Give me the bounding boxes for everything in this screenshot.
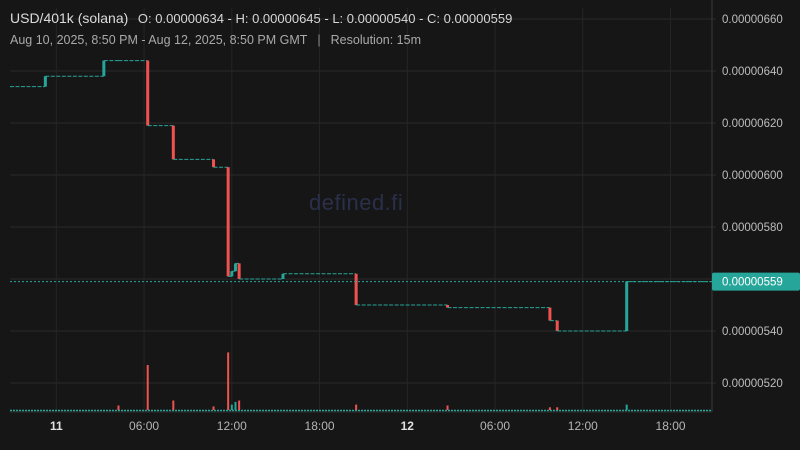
volume-bar — [625, 404, 628, 410]
up-candle — [281, 273, 285, 279]
chart-legend: USD/401k (solana) O: 0.00000634 - H: 0.0… — [10, 10, 512, 26]
y-tick-label: 0.00000640 — [722, 66, 783, 78]
volume-bar — [172, 400, 175, 410]
last-price-label: 0.00000559 — [722, 277, 783, 289]
ohlc-readout: O: 0.00000634 - H: 0.00000645 - L: 0.000… — [137, 11, 513, 26]
down-candle — [237, 263, 241, 279]
down-candle — [226, 167, 230, 277]
y-tick-label: 0.00000580 — [722, 222, 783, 234]
up-candle — [233, 263, 237, 272]
x-tick-label: 06:00 — [480, 419, 510, 433]
y-tick-label: 0.00000660 — [722, 14, 783, 26]
date-range: Aug 10, 2025, 8:50 PM - Aug 12, 2025, 8:… — [10, 33, 308, 47]
down-candle — [171, 125, 175, 160]
y-tick-label: 0.00000620 — [722, 118, 783, 130]
resolution-label: Resolution: 15m — [330, 33, 421, 47]
watermark: defined.fi — [309, 190, 404, 215]
last-price-badge — [712, 272, 800, 291]
x-tick-label: 06:00 — [129, 419, 159, 433]
up-candle — [43, 76, 47, 87]
chart-subtitle: Aug 10, 2025, 8:50 PM - Aug 12, 2025, 8:… — [10, 33, 421, 47]
down-candle — [548, 307, 552, 321]
subtitle-separator: | — [317, 33, 321, 47]
volume-bar — [146, 365, 149, 410]
down-candle — [212, 159, 216, 168]
volume-bar — [117, 405, 120, 410]
volume-bar — [238, 400, 241, 410]
volume-bar — [355, 404, 358, 410]
x-tick-label: 18:00 — [656, 419, 686, 433]
volume-bar — [212, 406, 215, 410]
down-candle — [446, 305, 450, 308]
volume-bar — [234, 401, 237, 410]
volume-bar — [230, 404, 233, 410]
volume-bar — [548, 407, 551, 410]
y-tick-label: 0.00000520 — [722, 378, 783, 390]
x-tick-label: 12 — [401, 419, 415, 433]
down-candle — [146, 60, 150, 126]
x-tick-label: 12:00 — [217, 419, 247, 433]
up-candle — [625, 281, 629, 331]
volume-bar — [227, 352, 230, 410]
x-tick-label: 11 — [50, 419, 63, 433]
x-tick-label: 12:00 — [568, 419, 598, 433]
down-candle — [354, 273, 358, 305]
y-tick-label: 0.00000540 — [722, 326, 783, 338]
y-tick-label: 0.00000600 — [722, 170, 783, 182]
symbol-title: USD/401k (solana) — [10, 10, 129, 26]
down-candle — [555, 320, 559, 331]
up-candle — [102, 60, 106, 77]
up-candle — [230, 271, 234, 277]
volume-bar — [556, 407, 559, 410]
volume-bar — [446, 405, 449, 410]
x-tick-label: 18:00 — [305, 419, 335, 433]
